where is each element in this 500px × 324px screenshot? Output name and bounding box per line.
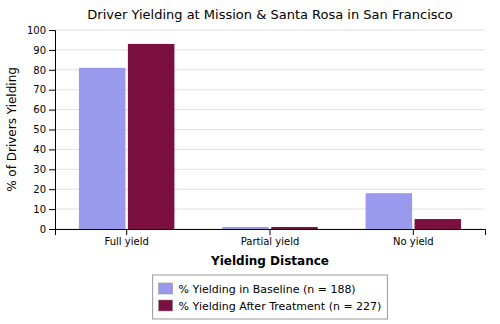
grid bbox=[55, 30, 485, 229]
tick-label: 60 bbox=[33, 104, 46, 115]
legend-swatch bbox=[159, 283, 173, 294]
tick-mark bbox=[49, 189, 55, 190]
legend: % Yielding in Baseline (n = 188) % Yieldi… bbox=[153, 275, 388, 319]
tick: 40 bbox=[33, 144, 55, 155]
tick-mark bbox=[49, 169, 55, 170]
tick: 90 bbox=[33, 45, 55, 56]
tick-label: 30 bbox=[33, 164, 46, 175]
tick-mark bbox=[413, 229, 414, 235]
tick: 60 bbox=[33, 104, 55, 115]
plot-area: 0 10 20 30 40 50 60 70 80 90 100 Full yield Partial … bbox=[27, 25, 486, 247]
tick: 20 bbox=[33, 184, 55, 195]
bar bbox=[128, 44, 174, 229]
tick-label: 90 bbox=[33, 45, 46, 56]
tick-label: 80 bbox=[33, 65, 46, 76]
tick-mark bbox=[49, 70, 55, 71]
bar bbox=[271, 227, 317, 229]
tick: 30 bbox=[33, 164, 55, 175]
tick-mark bbox=[49, 110, 55, 111]
chart-container: 0 10 20 30 40 50 60 70 80 90 100 Full yield Partial … bbox=[0, 0, 500, 324]
tick: Full yield bbox=[105, 229, 149, 247]
tick-mark bbox=[49, 50, 55, 51]
tick-label: 40 bbox=[33, 144, 46, 155]
tick-mark bbox=[49, 30, 55, 31]
tick: 80 bbox=[33, 65, 55, 76]
tick-label: 0 bbox=[40, 224, 46, 235]
tick-mark bbox=[49, 149, 55, 150]
tick-mark bbox=[126, 229, 127, 235]
tick-label: Partial yield bbox=[241, 236, 300, 247]
title: Driver Yielding at Mission & Santa Rosa … bbox=[87, 7, 452, 22]
tick: 100 bbox=[27, 25, 55, 36]
tick-label: 50 bbox=[33, 124, 46, 135]
y-axis: 0 10 20 30 40 50 60 70 80 90 100 bbox=[27, 25, 56, 235]
legend-swatch bbox=[159, 300, 173, 311]
tick-label: 10 bbox=[33, 204, 46, 215]
tick-mark bbox=[49, 130, 55, 131]
bars bbox=[79, 44, 461, 229]
tick-label: 70 bbox=[33, 84, 46, 95]
axis-line bbox=[49, 31, 56, 230]
x-axis-label: Yielding Distance bbox=[210, 254, 329, 268]
bar bbox=[222, 227, 268, 229]
tick-mark bbox=[49, 209, 55, 210]
grid-line bbox=[55, 49, 485, 50]
tick-mark bbox=[49, 229, 55, 230]
tick-label: 20 bbox=[33, 184, 46, 195]
bar bbox=[415, 219, 461, 229]
tick-label: Full yield bbox=[105, 236, 149, 247]
bar bbox=[79, 68, 125, 229]
tick: 0 bbox=[40, 224, 55, 235]
legend-frame bbox=[153, 275, 388, 319]
tick-label: No yield bbox=[393, 236, 434, 247]
x-axis: Full yield Partial yield No yield bbox=[56, 229, 486, 247]
tick: 10 bbox=[33, 204, 55, 215]
grid-line bbox=[55, 30, 485, 31]
axis-line bbox=[56, 230, 486, 236]
tick: No yield bbox=[393, 229, 434, 247]
tick-mark bbox=[270, 229, 271, 235]
tick: 70 bbox=[33, 84, 55, 95]
tick: Partial yield bbox=[241, 229, 300, 247]
tick: 50 bbox=[33, 124, 55, 135]
legend-label: % Yielding in Baseline (n = 188) bbox=[179, 283, 356, 296]
legend-label: % Yielding After Treatment (n = 227) bbox=[179, 300, 382, 313]
tick-mark bbox=[49, 90, 55, 91]
tick-label: 100 bbox=[27, 25, 46, 36]
y-axis-label: % of Drivers Yielding bbox=[5, 67, 19, 192]
chart-svg: 0 10 20 30 40 50 60 70 80 90 100 Full yield Partial … bbox=[0, 0, 500, 324]
bar bbox=[366, 193, 412, 229]
